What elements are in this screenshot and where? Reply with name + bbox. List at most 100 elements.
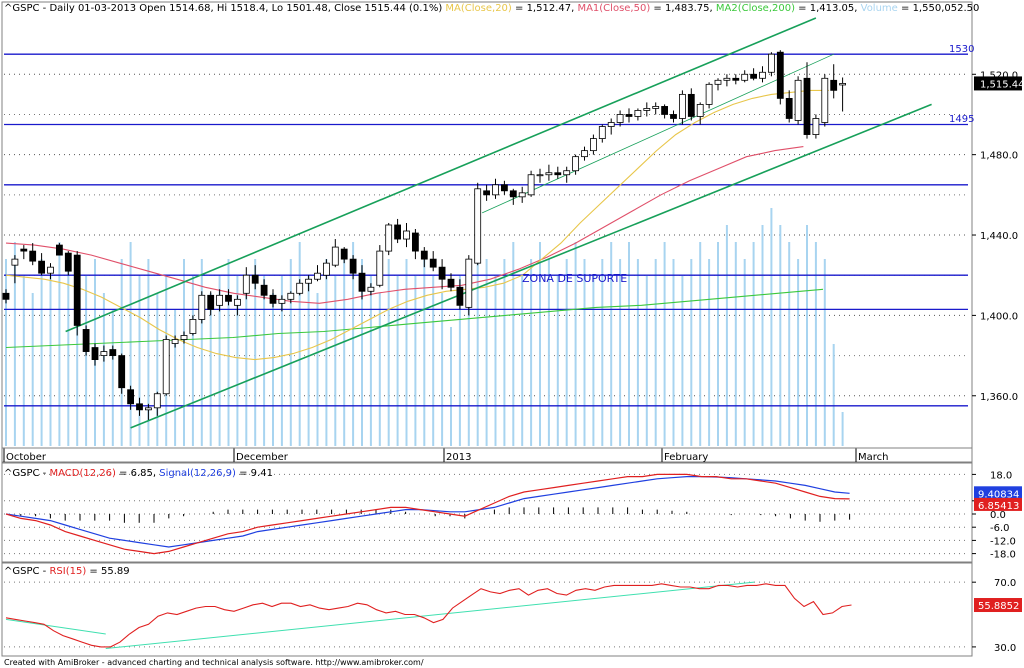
volume-bar [58, 242, 61, 446]
volume-bar [378, 293, 381, 446]
candle-body [118, 355, 126, 389]
candle-body [109, 349, 117, 356]
price-tick-label: 1,400.0 [980, 311, 1018, 322]
volume-bar [129, 242, 132, 446]
candle-body [207, 294, 215, 310]
candle-body [171, 339, 179, 344]
rsi-value: = 55.89 [86, 566, 129, 577]
candle-body [563, 170, 571, 176]
volume-bar [209, 293, 212, 446]
volume-bar [663, 242, 666, 446]
candle-body [314, 272, 321, 280]
candle-body [340, 248, 348, 260]
candle-body [492, 184, 499, 196]
candle-body [465, 258, 473, 308]
volume-bar [521, 276, 524, 446]
volume-bar [441, 293, 444, 446]
volume-label: Volume [861, 3, 898, 14]
ma50-label: MA1(Close,50) [577, 3, 650, 14]
level-label-1530: 1530 [949, 44, 974, 55]
candle-body [652, 106, 660, 109]
volume-bar [699, 242, 702, 446]
ma20-line [5, 89, 829, 361]
volume-bar [708, 259, 711, 446]
candle-body [403, 230, 410, 240]
candle-body [385, 224, 393, 252]
volume-bar [280, 276, 283, 446]
volume-bar [245, 293, 248, 446]
candle-body [474, 188, 482, 264]
candle-body [376, 250, 384, 286]
volume-bar [369, 276, 372, 446]
candle-body [278, 298, 286, 304]
volume-bar [40, 259, 43, 446]
macd-pane-frame [1, 462, 973, 563]
candle-body [803, 77, 811, 135]
volume-bar [734, 242, 737, 446]
rsi-tick-label: 30.0 [994, 643, 1016, 654]
candle-body [794, 79, 802, 121]
volume-bar [547, 259, 550, 446]
volume-bar [645, 276, 648, 446]
price-tick-label: 1,520.0 [980, 70, 1018, 81]
rsi-label: RSI(15) [49, 566, 86, 577]
candle-body [47, 266, 54, 274]
volume-bar [743, 259, 746, 446]
volume-bar [512, 242, 515, 446]
x-axis-label: February [664, 452, 708, 463]
candle-body [216, 294, 224, 306]
signal-value: = 9.41 [236, 468, 273, 479]
rsi-line [5, 583, 852, 648]
rsi-badge-text: 55.8852 [978, 601, 1019, 612]
volume-bar [85, 276, 88, 446]
volume-bar [343, 259, 346, 446]
inner-channel-line [481, 53, 834, 214]
candle-body [198, 294, 206, 320]
volume-bar [530, 259, 533, 446]
volume-bar [565, 259, 568, 446]
candle-body [331, 246, 339, 266]
volume-bar [556, 276, 559, 446]
candle-body [287, 292, 295, 300]
candle-body [768, 53, 775, 73]
candle-body [750, 73, 757, 79]
price-tick-label: 1,440.0 [980, 231, 1018, 242]
macd-badge-text: 6.85413 [978, 501, 1019, 512]
candle-body [607, 122, 615, 127]
macd-tick-label: 0.0 [990, 510, 1006, 521]
volume-bar [788, 242, 791, 446]
macd-tick-label: -18.0 [990, 550, 1016, 561]
volume-bar [539, 242, 541, 446]
candle-body [38, 260, 45, 274]
volume-bar [254, 259, 257, 446]
candle-body [242, 274, 250, 294]
ma50-line [5, 146, 804, 304]
volume-bar [601, 259, 604, 446]
volume-bar [352, 242, 355, 446]
macd-title: ^GSPC - MACD(12,26) = 6.85, Signal(12,26… [4, 468, 273, 479]
annotation-zona-de-suporte: ZONA DE SUPORTE [522, 272, 627, 285]
candle-body [305, 278, 313, 284]
candle-body [136, 403, 143, 411]
ma200-line [5, 288, 824, 349]
candle-body [776, 51, 784, 99]
channel-upper-line [65, 17, 817, 333]
candle-body [2, 292, 10, 300]
volume-bar [681, 276, 684, 446]
candle-body [144, 407, 152, 411]
signal-badge-text: 9.40834 [978, 489, 1019, 500]
x-axis-label: 2013 [446, 452, 471, 463]
candle-body [29, 250, 37, 262]
candle-body [509, 190, 517, 198]
volume-bar [102, 293, 105, 446]
candle-body [696, 104, 704, 117]
volume-bar [111, 310, 114, 446]
candle-body [839, 83, 846, 86]
volume-bar [298, 242, 301, 446]
main-title-symbol: ^GSPC [4, 3, 40, 14]
candle-body [189, 319, 197, 334]
candle-body [643, 108, 651, 111]
volume-bar [414, 276, 417, 446]
candle-body [20, 248, 28, 252]
